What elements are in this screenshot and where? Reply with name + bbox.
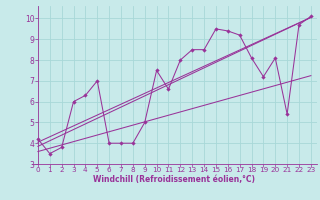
X-axis label: Windchill (Refroidissement éolien,°C): Windchill (Refroidissement éolien,°C) <box>93 175 255 184</box>
